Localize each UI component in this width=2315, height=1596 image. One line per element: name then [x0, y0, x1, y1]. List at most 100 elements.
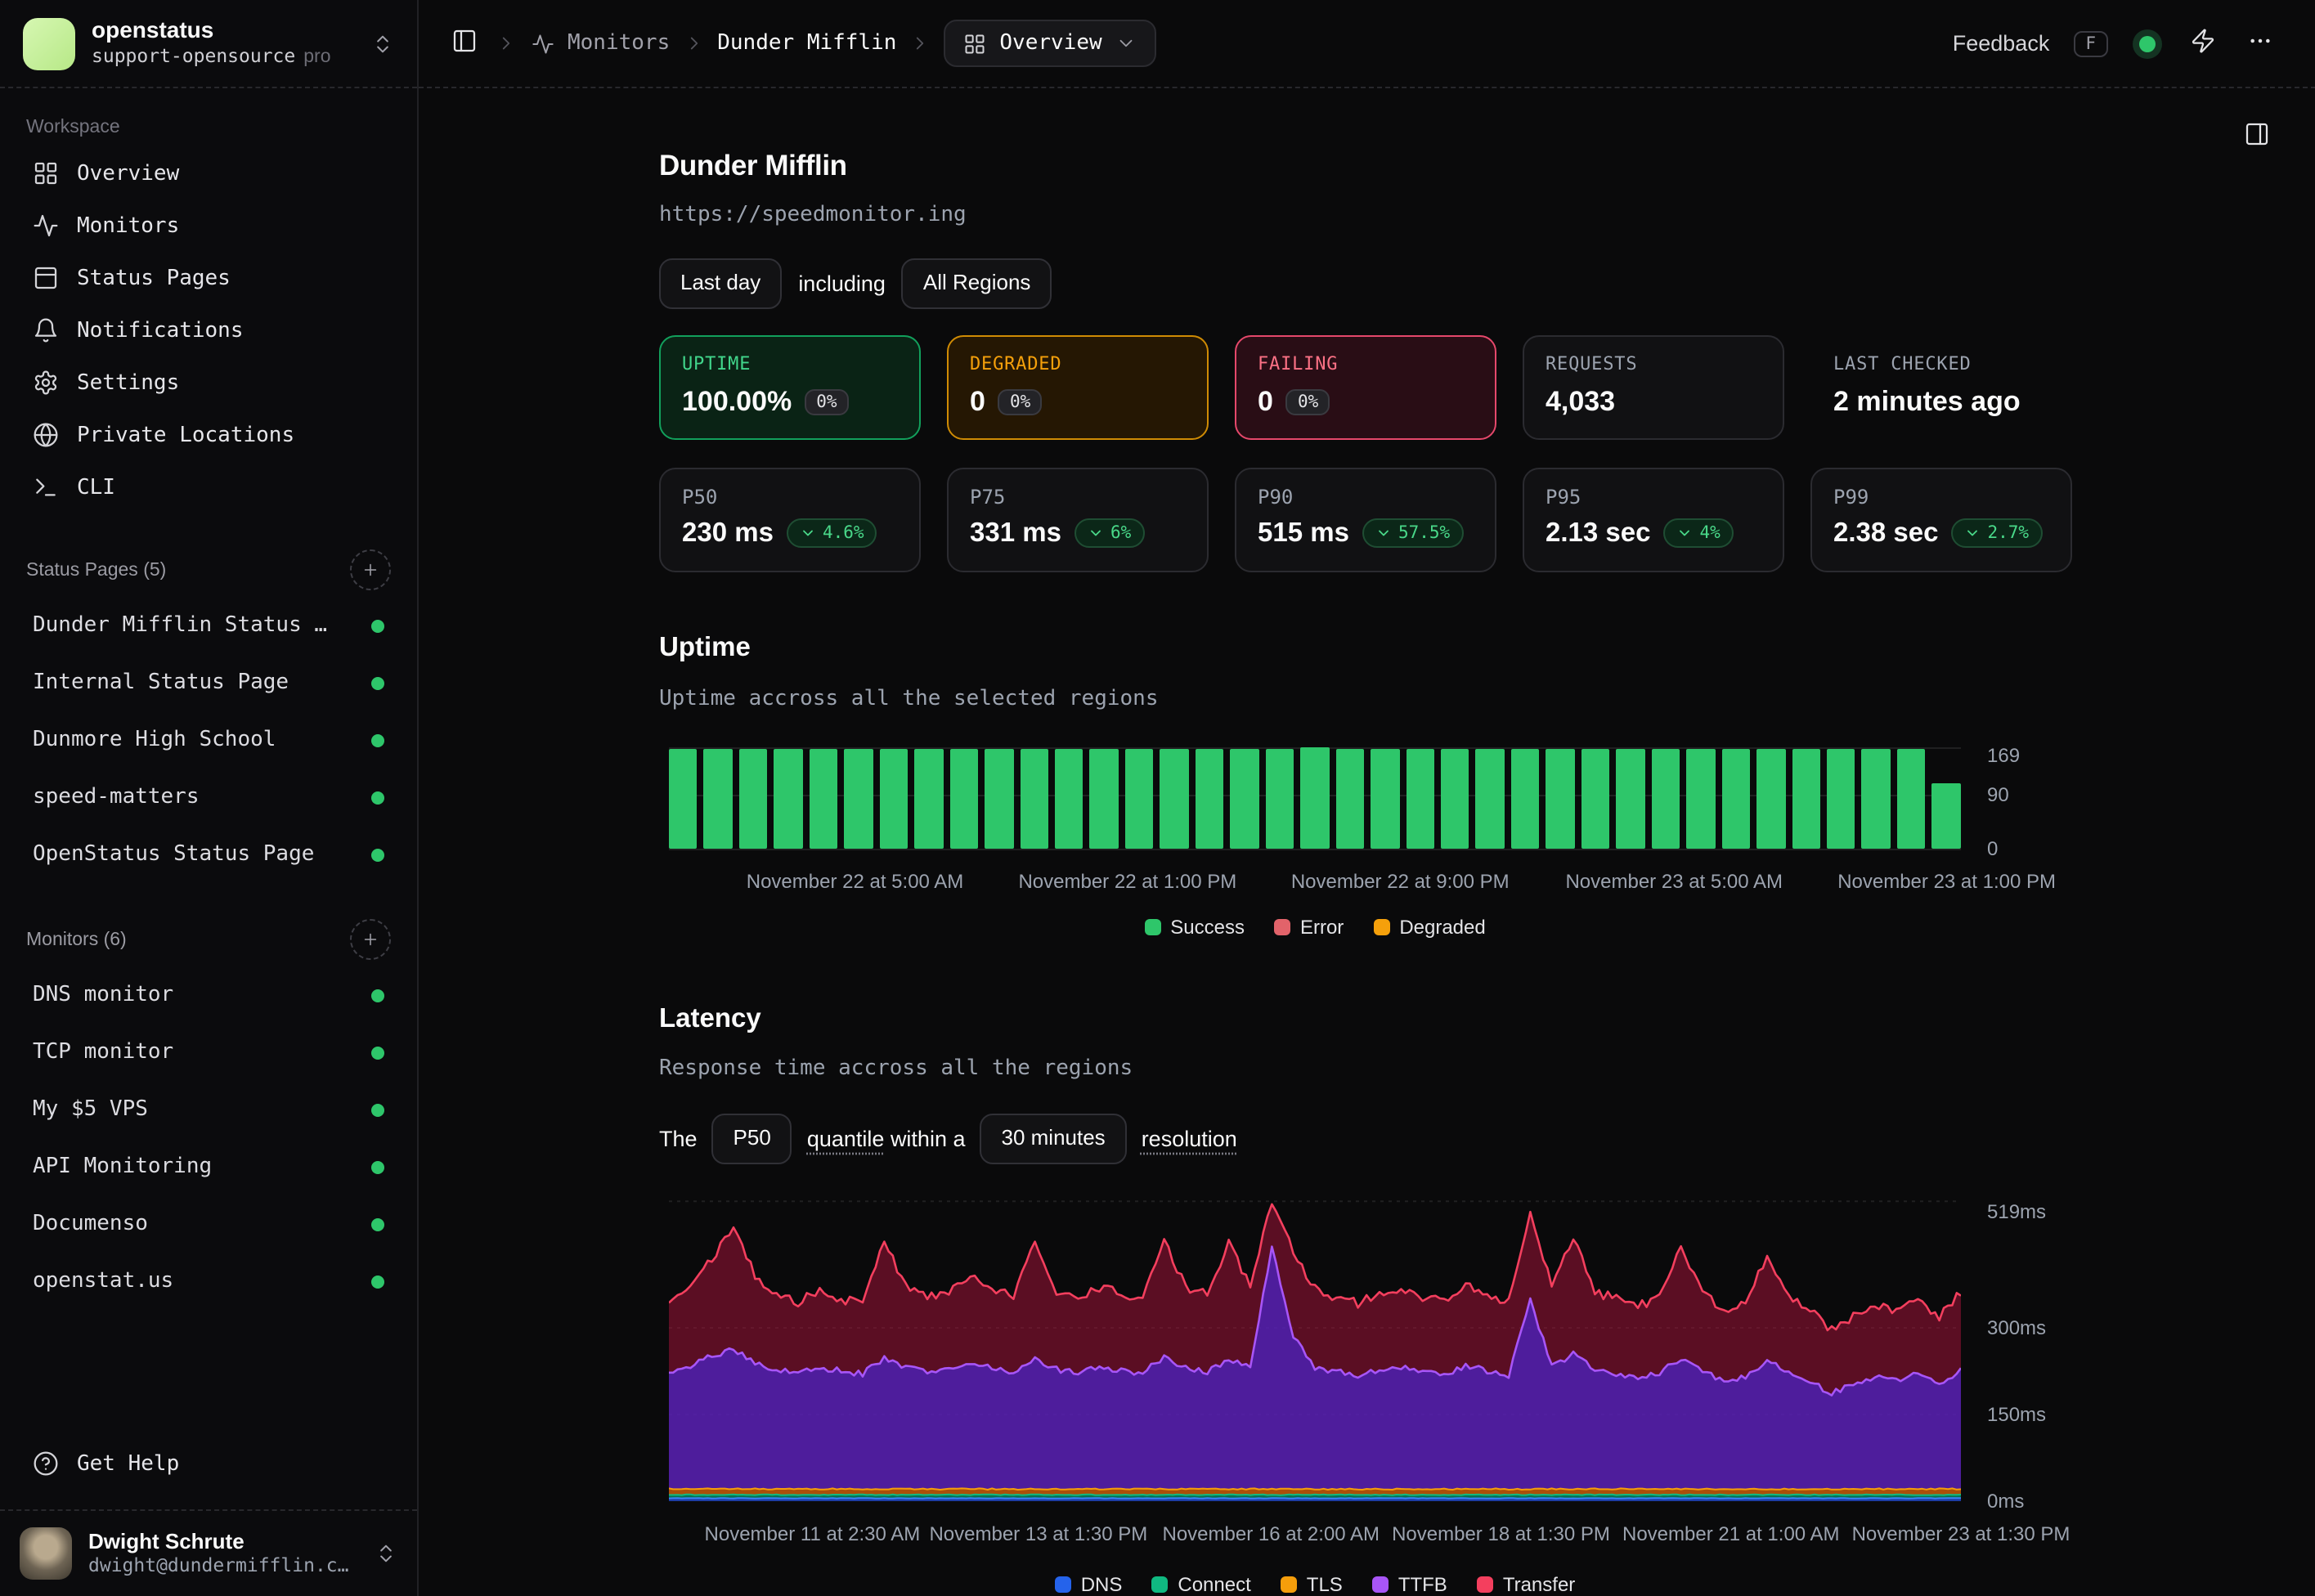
- sidebar-item-status-pages[interactable]: Status Pages: [20, 252, 397, 304]
- more-options-button[interactable]: [2243, 25, 2276, 62]
- legend-swatch: [1144, 918, 1161, 935]
- stat-value: 4,033: [1546, 385, 1616, 417]
- regions-button[interactable]: All Regions: [901, 258, 1052, 309]
- circle-help-icon: [33, 1450, 59, 1477]
- monitor-item[interactable]: Documenso: [20, 1195, 397, 1253]
- monitor-item[interactable]: API Monitoring: [20, 1138, 397, 1195]
- uptime-bar: [879, 749, 909, 849]
- percentile-label: P90: [1258, 485, 1294, 509]
- status-page-item[interactable]: Dunmore High School: [20, 711, 397, 769]
- uptime-bar: [1124, 749, 1154, 849]
- breadcrumb-page[interactable]: Dunder Mifflin: [717, 31, 897, 56]
- x-tick-label: November 22 at 1:00 PM: [1018, 869, 1237, 893]
- workspace-switcher[interactable]: openstatus support-opensource pro: [0, 0, 417, 88]
- percentile-value: 2.38 sec: [1833, 518, 1939, 548]
- chevron-down-icon: [1967, 531, 1978, 537]
- y-tick-label: 90: [1987, 782, 2009, 806]
- sidebar-item-private-locations[interactable]: Private Locations: [20, 409, 397, 461]
- monitor-item[interactable]: My $5 VPS: [20, 1081, 397, 1138]
- latency-subtitle: Response time accross all the regions: [659, 1056, 1133, 1082]
- uptime-bar: [1335, 749, 1365, 849]
- uptime-bar: [1931, 782, 1961, 849]
- sidebar-toggle-button[interactable]: [448, 25, 481, 62]
- uptime-subtitle: Uptime accross all the selected regions: [659, 686, 1159, 711]
- get-help-link[interactable]: Get Help: [20, 1437, 397, 1490]
- status-page-item[interactable]: Dunder Mifflin Status …: [20, 597, 397, 654]
- add-monitor-button[interactable]: [350, 919, 391, 960]
- chevron-down-icon: [1115, 33, 1137, 54]
- chevron-right-icon: [496, 33, 517, 54]
- percentile-label: P50: [682, 485, 718, 509]
- chevron-down-icon: [803, 531, 813, 537]
- uptime-bar: [1089, 749, 1119, 849]
- operational-status-dot: [371, 791, 384, 804]
- percentiles-row: P50 230 ms 4.6% P75 331 ms 6% P90 515 ms 57.5% P9…: [659, 467, 2072, 572]
- breadcrumb-monitors[interactable]: Monitors: [568, 31, 671, 56]
- uptime-section: Uptime Uptime accross all the selected r…: [659, 633, 2072, 938]
- quick-actions-button[interactable]: [2186, 25, 2219, 62]
- legend-item-tls: TLS: [1280, 1573, 1343, 1596]
- uptime-bar: [1020, 749, 1048, 849]
- including-label: including: [798, 271, 886, 296]
- y-tick-label: 150ms: [1987, 1403, 2047, 1427]
- system-status-indicator[interactable]: [2132, 29, 2161, 58]
- latency-y-labels: 519ms 300ms 150ms 0ms: [669, 1194, 2046, 1596]
- sidebar-item-settings[interactable]: Settings: [20, 356, 397, 409]
- monitor-item[interactable]: TCP monitor: [20, 1024, 397, 1081]
- stat-label: LAST CHECKED: [1833, 352, 1972, 374]
- uptime-bar: [809, 749, 838, 849]
- trend-down-badge: 2.7%: [1951, 518, 2043, 549]
- operational-status-dot: [371, 733, 384, 746]
- y-tick-label: 519ms: [1987, 1199, 2047, 1223]
- uptime-title: Uptime: [659, 632, 751, 662]
- resolution-selector[interactable]: 30 minutes: [980, 1114, 1127, 1165]
- sidebar-item-monitors[interactable]: Monitors: [20, 200, 397, 252]
- org-plan: support-opensource: [92, 44, 296, 68]
- monitor-item[interactable]: openstat.us: [20, 1253, 397, 1310]
- uptime-bar: [1510, 749, 1540, 849]
- x-tick-label: November 18 at 1:30 PM: [1392, 1522, 1610, 1546]
- sidebar-item-overview[interactable]: Overview: [20, 147, 397, 200]
- stat-label: FAILING: [1258, 352, 1339, 374]
- legend-item-transfer: Transfer: [1476, 1573, 1575, 1596]
- within-label: within a: [890, 1127, 966, 1152]
- user-email: dwight@dundermifflin.c…: [88, 1553, 349, 1576]
- legend-item-error: Error: [1273, 915, 1344, 938]
- chevron-down-icon: [1680, 531, 1690, 537]
- stat-label: REQUESTS: [1546, 352, 1638, 374]
- trend-down-badge: 57.5%: [1362, 518, 1464, 549]
- feedback-kbd: F: [2074, 30, 2107, 56]
- add-status-page-button[interactable]: [350, 549, 391, 590]
- stat-badge: 0%: [1285, 388, 1330, 415]
- percentile-card-p50: P50 230 ms 4.6%: [659, 467, 921, 572]
- right-panel-toggle-button[interactable]: [2240, 118, 2272, 155]
- stat-value: 2 minutes ago: [1833, 385, 2021, 417]
- stat-card-failing: FAILING 0 0%: [1235, 334, 1496, 440]
- uptime-bar: [669, 749, 698, 849]
- legend-swatch: [1371, 1576, 1389, 1594]
- operational-status-dot: [371, 989, 384, 1002]
- sidebar-item-cli[interactable]: CLI: [20, 461, 397, 513]
- percentile-label: P99: [1833, 485, 1869, 509]
- x-tick-label: November 23 at 1:30 PM: [1851, 1522, 2070, 1546]
- stat-label: DEGRADED: [970, 352, 1062, 374]
- status-page-item[interactable]: OpenStatus Status Page: [20, 826, 397, 883]
- percentile-card-p95: P95 2.13 sec 4%: [1523, 467, 1784, 572]
- user-menu[interactable]: Dwight Schrute dwight@dundermifflin.c…: [0, 1509, 417, 1596]
- status-page-item[interactable]: speed-matters: [20, 769, 397, 826]
- view-selector[interactable]: Overview: [944, 20, 1156, 67]
- status-page-item[interactable]: Internal Status Page: [20, 654, 397, 711]
- x-tick-label: November 23 at 5:00 AM: [1565, 869, 1783, 893]
- time-range-button[interactable]: Last day: [659, 258, 783, 309]
- latency-x-ticks: November 11 at 2:30 AM November 13 at 1:3…: [669, 1522, 2070, 1547]
- latency-title: Latency: [659, 1003, 761, 1033]
- latency-legend: DNS Connect TLS TTFB Transfer: [669, 1573, 1961, 1596]
- quantile-selector[interactable]: P50: [711, 1114, 792, 1165]
- x-tick-label: November 21 at 1:00 AM: [1622, 1522, 1840, 1546]
- uptime-bar: [949, 749, 979, 849]
- sidebar-item-notifications[interactable]: Notifications: [20, 304, 397, 356]
- feedback-button[interactable]: Feedback: [1952, 31, 2050, 56]
- monitor-item[interactable]: DNS monitor: [20, 966, 397, 1024]
- percentile-card-p99: P99 2.38 sec 2.7%: [1810, 467, 2072, 572]
- uptime-bar: [774, 749, 803, 849]
